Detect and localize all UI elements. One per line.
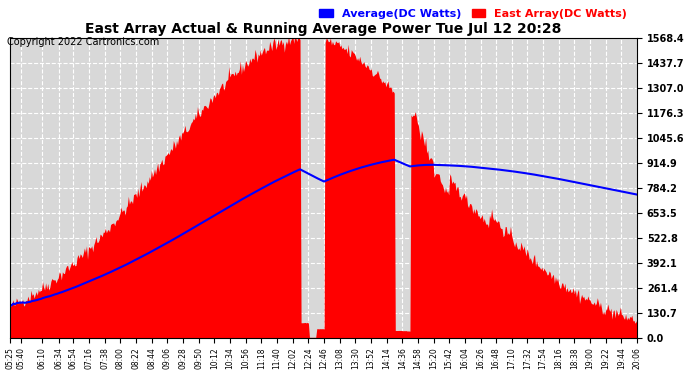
Title: East Array Actual & Running Average Power Tue Jul 12 20:28: East Array Actual & Running Average Powe… bbox=[86, 22, 562, 36]
Text: Copyright 2022 Cartronics.com: Copyright 2022 Cartronics.com bbox=[7, 37, 159, 47]
Legend: Average(DC Watts), East Array(DC Watts): Average(DC Watts), East Array(DC Watts) bbox=[315, 4, 631, 23]
